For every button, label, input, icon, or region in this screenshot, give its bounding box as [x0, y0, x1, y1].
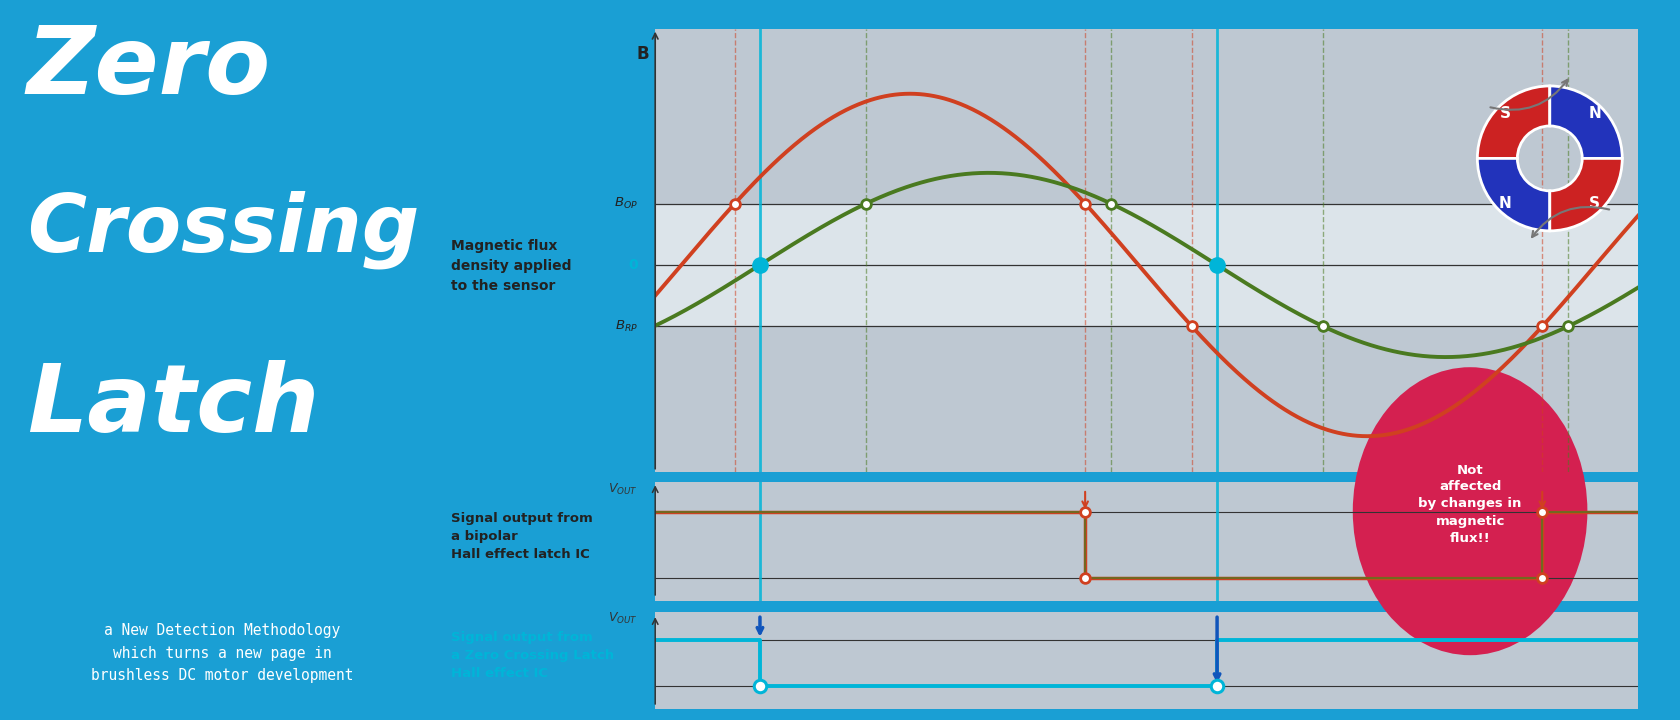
Text: Zero: Zero — [27, 22, 270, 114]
Text: Crossing: Crossing — [27, 191, 418, 269]
Text: Not
affected
by changes in
magnetic
flux!!: Not affected by changes in magnetic flux… — [1418, 464, 1522, 544]
Wedge shape — [1477, 86, 1551, 158]
Text: a New Detection Methodology
which turns a new page in
brushless DC motor develop: a New Detection Methodology which turns … — [91, 623, 354, 683]
Bar — [655, 482, 1638, 601]
Ellipse shape — [1352, 367, 1588, 655]
Text: Signal output from
a Zero Crossing Latch
Hall effect IC: Signal output from a Zero Crossing Latch… — [452, 631, 615, 680]
Wedge shape — [1477, 158, 1551, 231]
Bar — [655, 204, 1638, 326]
Text: N: N — [1499, 196, 1512, 211]
Text: S: S — [1589, 196, 1599, 211]
Text: N: N — [1588, 106, 1601, 121]
Text: $V_{OUT}$: $V_{OUT}$ — [608, 482, 638, 497]
Text: B: B — [637, 45, 650, 63]
Text: Magnetic flux
density applied
to the sensor: Magnetic flux density applied to the sen… — [452, 239, 571, 294]
Text: $B_{OP}$: $B_{OP}$ — [615, 196, 638, 211]
Text: 0: 0 — [628, 258, 638, 272]
Wedge shape — [1551, 86, 1623, 158]
Wedge shape — [1551, 158, 1623, 231]
Text: Signal output from
a bipolar
Hall effect latch IC: Signal output from a bipolar Hall effect… — [452, 512, 593, 561]
Bar — [655, 29, 1638, 472]
Text: $V_{OUT}$: $V_{OUT}$ — [608, 611, 638, 626]
Text: $B_{RP}$: $B_{RP}$ — [615, 319, 638, 334]
Bar — [655, 612, 1638, 709]
Text: S: S — [1500, 106, 1510, 121]
Text: Latch: Latch — [27, 360, 319, 452]
